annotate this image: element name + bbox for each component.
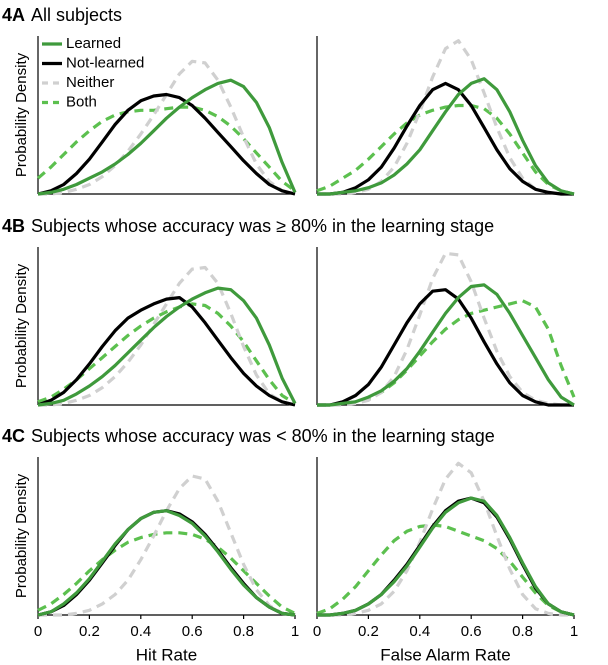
density-curve: [36, 105, 296, 193]
x-tick-label: 0.6: [461, 623, 482, 640]
title-text: Subjects whose accuracy was ≥ 80% in the…: [31, 216, 494, 236]
panel-title: 4A All subjects: [2, 5, 122, 25]
panel-label: 4A: [2, 5, 25, 25]
density-curve: [37, 92, 296, 196]
x-tick-label: 0.4: [409, 623, 430, 640]
density-curve: [317, 288, 574, 407]
x-tick-label: 0: [34, 623, 42, 640]
density-curve: [38, 265, 296, 407]
x-tick-label: 0.2: [358, 623, 379, 640]
density-curve: [317, 299, 576, 407]
density-curve: [316, 103, 575, 196]
x-tick-label: 0.6: [182, 623, 203, 640]
panel-title: 4B Subjects whose accuracy was ≥ 80% in t…: [2, 216, 494, 236]
x-tick-label: 0.4: [130, 623, 151, 640]
density-curve: [37, 78, 297, 196]
panel-title: 4C Subjects whose accuracy was < 80% in t…: [2, 426, 495, 446]
density-curve: [316, 523, 575, 617]
x-tick-label: 1: [291, 623, 299, 640]
x-tick-label: 0.8: [512, 623, 533, 640]
density-curve: [317, 81, 574, 196]
title-text: All subjects: [31, 5, 122, 25]
density-curve: [317, 251, 574, 407]
y-axis-label: Probability Density: [13, 263, 30, 388]
x-axis-label: False Alarm Rate: [380, 645, 510, 664]
x-tick-label: 0.8: [233, 623, 254, 640]
density-curve: [37, 296, 296, 407]
legend-label: Not-learned: [66, 54, 144, 71]
x-tick-label: 1: [570, 623, 578, 640]
y-axis-label: Probability Density: [13, 52, 30, 177]
y-axis-label: Probability Density: [13, 473, 30, 598]
density-curve: [317, 283, 575, 407]
legend-label: Learned: [66, 35, 121, 52]
panel-label: 4B: [2, 216, 25, 236]
legend-label: Both: [66, 93, 97, 110]
density-curve: [37, 286, 297, 407]
x-tick-label: 0: [313, 623, 321, 640]
density-curve: [317, 77, 575, 196]
panel-label: 4C: [2, 426, 25, 446]
x-axis-label: Hit Rate: [136, 645, 197, 664]
density-curve: [317, 496, 575, 617]
density-curve: [37, 509, 296, 617]
density-curve: [37, 531, 296, 615]
x-tick-label: 0.2: [79, 623, 100, 640]
density-curve: [317, 496, 575, 617]
title-text: Subjects whose accuracy was < 80% in the…: [31, 426, 495, 446]
legend-label: Neither: [66, 74, 114, 91]
